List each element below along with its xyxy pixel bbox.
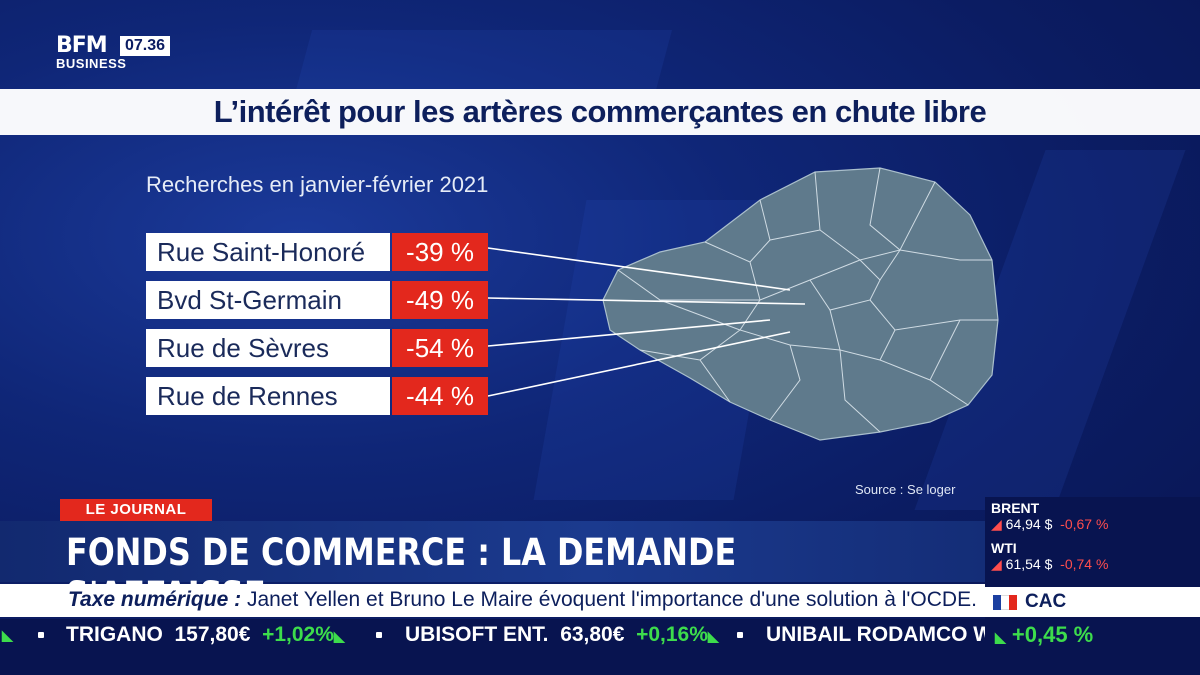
ticker-item: UBISOFT ENT. 63,80€ +0,16%◣ xyxy=(405,623,719,647)
connector-lines xyxy=(487,247,806,397)
street-change: -39 % xyxy=(392,233,488,271)
street-change: -49 % xyxy=(392,281,488,319)
news-line: Taxe numérique : Janet Yellen et Bruno L… xyxy=(68,588,977,612)
index-change-line: ◣ +0,45 % xyxy=(995,622,1093,648)
separator-dot xyxy=(38,632,44,638)
channel-logo: BFM BUSINESS xyxy=(56,33,127,71)
ticker-price: 63,80€ xyxy=(560,623,625,646)
triangle-down-icon: ◢ xyxy=(991,516,1002,532)
ticker-item: TRIGANO 157,80€ +1,02%◣ xyxy=(66,623,345,647)
street-change: -54 % xyxy=(392,329,488,367)
market-item: WTI ◢ 61,54 $ -0,74 % xyxy=(991,540,1108,573)
ticker-name: UBISOFT ENT. xyxy=(405,623,549,646)
arrondissement-lines xyxy=(617,167,998,433)
triangle-down-icon: ◢ xyxy=(991,556,1002,572)
ticker-change: +0,16% xyxy=(636,623,708,646)
market-change: -0,74 % xyxy=(1060,556,1109,572)
ticker-price: 157,80€ xyxy=(174,623,251,646)
source-note: Source : Se loger xyxy=(855,482,956,497)
triangle-up-icon: ◣ xyxy=(707,628,719,644)
logo-business: BUSINESS xyxy=(56,56,127,71)
news-text: Janet Yellen et Bruno Le Maire évoquent … xyxy=(241,588,977,611)
france-flag-icon xyxy=(993,595,1017,610)
cac-bar: CAC xyxy=(985,587,1200,617)
graphic-subtitle: Recherches en janvier-février 2021 xyxy=(146,172,489,197)
index-change: +0,45 % xyxy=(1011,622,1094,647)
separator-dot xyxy=(376,632,382,638)
show-tag: LE JOURNAL xyxy=(60,499,212,521)
triangle-up-icon: ◣ xyxy=(2,627,13,643)
triangle-up-icon: ◣ xyxy=(333,628,345,644)
market-price: 64,94 $ xyxy=(1005,516,1053,532)
ticker-change: +1,02% xyxy=(262,623,334,646)
ticker-name: TRIGANO xyxy=(66,623,163,646)
index-name: CAC xyxy=(1025,591,1067,612)
stock-ticker: ◣ TRIGANO 157,80€ +1,02%◣ UBISOFT ENT. 6… xyxy=(0,619,985,675)
market-name: WTI xyxy=(991,540,1017,556)
street-name: Bvd St-Germain xyxy=(146,281,390,319)
graphic-title: L’intérêt pour les artères commerçantes … xyxy=(213,94,987,129)
market-name: BRENT xyxy=(991,500,1040,516)
triangle-up-icon: ◣ xyxy=(995,629,1006,645)
markets-panel: BRENT ◢ 64,94 $ -0,67 % WTI ◢ 61,54 $ -0… xyxy=(985,497,1200,675)
logo-bfm: BFM xyxy=(56,33,108,58)
ticker-name: UNIBAIL RODAMCO W xyxy=(766,623,985,646)
clock: 07.36 xyxy=(120,36,171,56)
ticker-item: UNIBAIL RODAMCO W xyxy=(766,623,985,647)
connector-line-2 xyxy=(487,297,806,305)
connector-line-3 xyxy=(487,319,771,347)
street-name: Rue de Rennes xyxy=(146,377,390,415)
separator-dot xyxy=(737,632,743,638)
news-label: Taxe numérique : xyxy=(68,588,242,611)
market-change: -0,67 % xyxy=(1060,516,1109,532)
connector-line-4 xyxy=(487,331,791,397)
news-bar: Taxe numérique : Janet Yellen et Bruno L… xyxy=(0,584,985,617)
connector-line-1 xyxy=(487,247,791,291)
street-name: Rue de Sèvres xyxy=(146,329,390,367)
title-bar: L’intérêt pour les artères commerçantes … xyxy=(0,89,1200,135)
street-name: Rue Saint-Honoré xyxy=(146,233,390,271)
street-change: -44 % xyxy=(392,377,488,415)
headline-bar: FONDS DE COMMERCE : LA DEMANDE S'AFFAISS… xyxy=(0,521,985,617)
market-price: 61,54 $ xyxy=(1005,556,1053,572)
market-item: BRENT ◢ 64,94 $ -0,67 % xyxy=(991,500,1108,533)
